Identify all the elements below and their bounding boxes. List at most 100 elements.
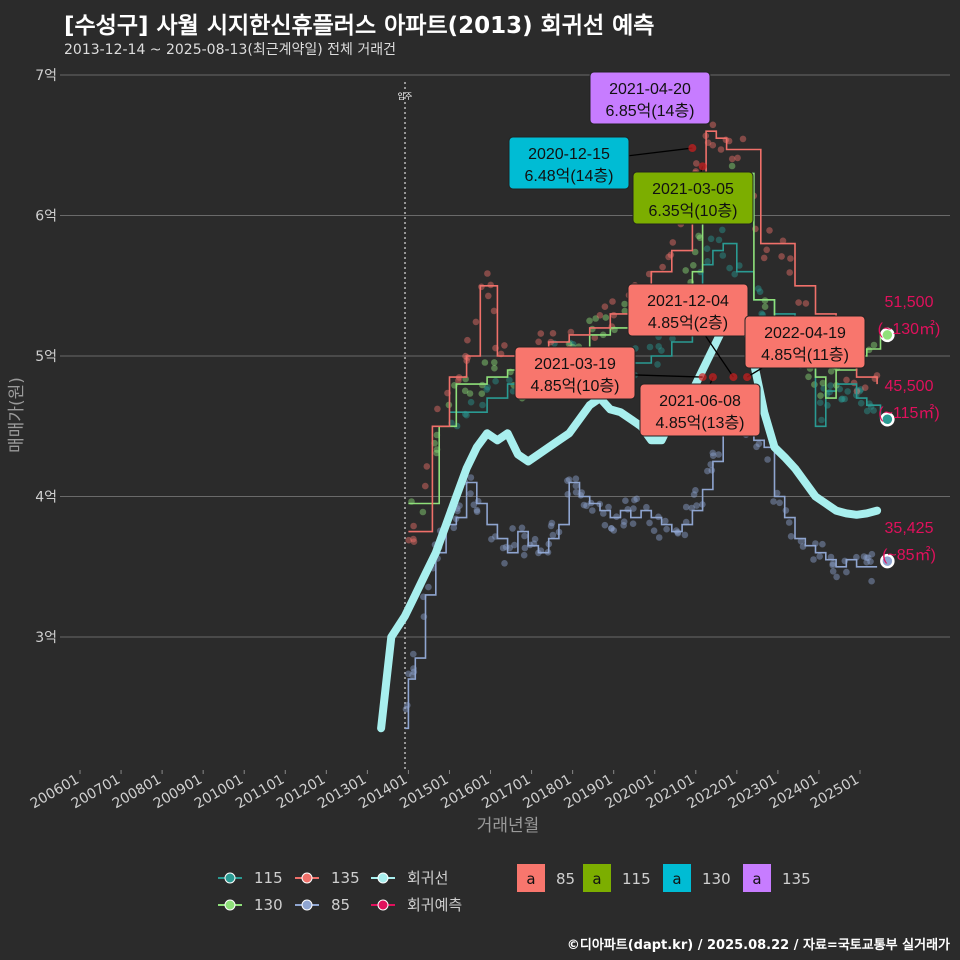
scatter-point [608,525,615,532]
price-annotations: 2021-04-20 6.85억(14층) 2020-12-15 6.48억(14층)… [508,71,866,437]
annotation-price: 6.85억(14층) [605,102,694,120]
scatter-point [704,467,711,475]
annotation-date: 2020-12-15 [528,146,610,163]
scatter-point [682,267,689,274]
scatter-point [829,560,837,567]
scatter-point [827,382,834,389]
scatter-point [520,551,528,559]
scatter-point [691,248,699,256]
scatter-point [662,517,669,525]
scatter-point [728,155,736,163]
scatter-point [608,323,616,330]
scatter-point [816,399,824,407]
scatter-point [509,525,516,532]
scatter-point [567,328,575,336]
scatter-point [659,263,666,271]
scatter-point [688,504,695,512]
scatter-point [709,141,717,149]
scatter-point [506,376,513,384]
scatter-point [717,146,725,153]
legend-box-label: 135 [782,870,811,888]
annotation-date: 2021-06-08 [659,393,741,410]
scatter-point [863,554,870,561]
prediction-value: 35,425 [885,520,934,537]
scatter-point [491,364,498,372]
prediction-range: (~115㎡) [878,404,940,422]
scatter-point [643,503,650,511]
legend-line-label: 회귀예측 [407,896,462,914]
scatter-point [485,292,492,300]
legend-marker [224,872,236,884]
scatter-point [511,541,518,549]
scatter-point [450,524,458,532]
scatter-point [591,334,599,342]
annotation-date: 2022-04-19 [764,325,846,342]
scatter-point [470,501,478,509]
scatter-point [572,482,580,490]
scatter-point [549,531,557,539]
scatter-point [658,347,665,354]
scatter-point [690,262,697,269]
scatter-point [682,518,690,526]
scatter-point [484,383,491,391]
legend-marker [377,872,389,884]
scatter-point [473,508,481,515]
annotation-box [589,71,711,125]
scatter-point [646,519,653,527]
annotation-point [698,162,707,171]
scatter-point [773,489,781,497]
scatter-point [467,398,475,406]
prediction-point-115 [880,411,895,427]
series-line-85 [405,411,878,730]
annotation-point [688,144,697,153]
annotation-date: 2021-03-05 [652,181,734,198]
legend: 115 135 회귀선 130 85 회귀예측 a 85 a 115 a 130 a 135 [218,864,811,914]
scatter-point [867,558,874,565]
annotation-date: 2021-12-04 [647,293,729,310]
legend-box-swatch [743,864,771,892]
annotation-price: 6.35억(10층) [648,202,737,220]
scatter-point [631,496,638,504]
scatter-point [770,498,777,505]
scatter-point [456,502,463,510]
prediction-range: (~130㎡) [878,320,941,338]
scatter-point [693,160,700,167]
scatter-point [620,518,628,525]
scatter-point [731,270,738,278]
annotation-box [514,346,636,400]
legend-box-swatch [583,864,611,892]
legend-line-label: 130 [254,896,283,914]
scatter-point [549,330,557,337]
scatter-point [719,252,727,259]
scatter-point [501,342,508,349]
scatter-point [601,303,609,311]
scatter-point [752,225,759,233]
scatter-point [736,262,743,269]
scatter-point [829,568,837,575]
scatter-point [610,527,618,534]
legend-marker [377,899,389,911]
legend-line-label: 회귀선 [407,869,448,887]
scatter-point [843,568,850,576]
scatter-point [669,239,677,246]
scatter-point [856,387,863,395]
scatter-point [709,452,717,460]
scatter-point [484,270,491,277]
scatter-point [487,281,495,289]
scatter-point [810,556,817,563]
scatter-point [422,482,429,490]
scatter-point [521,544,529,552]
scatter-point [531,535,539,543]
scatter-point [405,536,413,544]
y-tick-label: 6억 [35,209,57,225]
scatter-point [692,487,699,494]
prediction-value: 51,500 [885,294,934,311]
scatter-point [861,384,869,392]
scatter-point [654,361,661,368]
scatter-point [817,392,824,400]
scatter-point [857,399,865,407]
annotation-date: 2021-03-19 [534,356,616,373]
scatter-point [633,495,641,503]
scatter-point [629,520,637,527]
